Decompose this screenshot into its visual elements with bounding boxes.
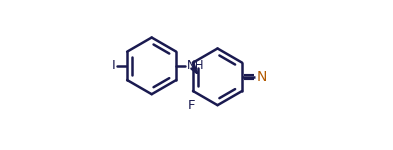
Text: I: I	[112, 59, 115, 72]
Text: F: F	[187, 99, 195, 112]
Text: NH: NH	[187, 59, 204, 72]
Text: N: N	[257, 70, 268, 84]
